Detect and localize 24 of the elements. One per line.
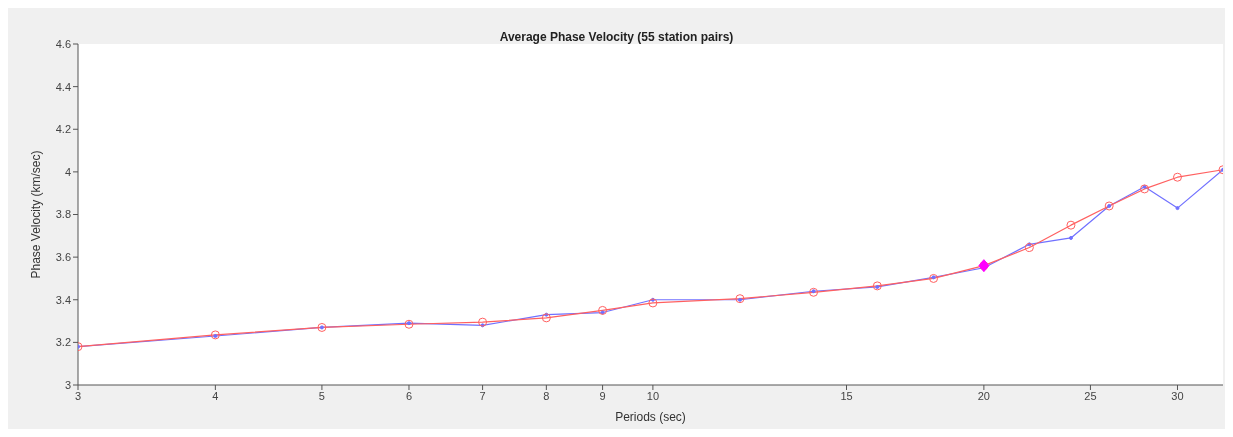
y-tick-label: 3.2 <box>55 336 71 349</box>
y-axis-title: Phase Velocity (km/sec) <box>29 150 44 279</box>
y-tick-label: 4.2 <box>55 123 71 136</box>
x-tick-label: 6 <box>405 389 413 402</box>
y-tick-label: 3.4 <box>55 293 71 306</box>
y-tick-label: 3.8 <box>55 208 71 221</box>
x-tick-label: 4 <box>212 389 219 402</box>
chart-title: Average Phase Velocity (55 station pairs) <box>499 30 734 44</box>
x-tick-label: 15 <box>840 389 853 402</box>
y-tick-label: 3.6 <box>55 251 71 264</box>
x-tick-label: 7 <box>479 389 486 402</box>
x-tick-label: 9 <box>599 389 606 402</box>
y-tick-label: 4.6 <box>55 37 71 50</box>
x-tick-label: 10 <box>646 389 660 402</box>
x-tick-label: 8 <box>543 389 550 402</box>
x-tick-label: 20 <box>977 389 990 402</box>
y-tick-label: 4 <box>64 165 71 178</box>
x-tick-label: 5 <box>318 389 325 402</box>
x-tick-label: 25 <box>1084 389 1097 402</box>
x-tick-label: 3 <box>74 389 82 402</box>
x-tick-label: 30 <box>1171 389 1184 402</box>
y-tick-label: 3 <box>64 378 71 391</box>
x-axis-title: Periods (sec) <box>615 410 686 424</box>
y-tick-label: 4.4 <box>55 80 71 93</box>
